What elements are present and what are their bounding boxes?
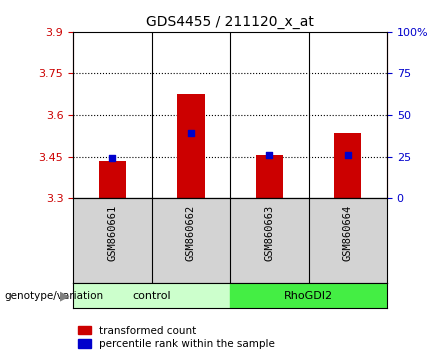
Text: RhoGDI2: RhoGDI2 xyxy=(284,291,333,301)
Point xyxy=(344,153,351,158)
Bar xyxy=(73,283,230,308)
Bar xyxy=(98,161,126,198)
Title: GDS4455 / 211120_x_at: GDS4455 / 211120_x_at xyxy=(146,16,314,29)
Bar xyxy=(177,94,205,198)
Text: GSM860661: GSM860661 xyxy=(108,205,117,261)
Bar xyxy=(334,133,362,198)
Bar xyxy=(255,155,283,198)
Legend: transformed count, percentile rank within the sample: transformed count, percentile rank withi… xyxy=(78,326,275,349)
Bar xyxy=(230,283,387,308)
Text: GSM860662: GSM860662 xyxy=(186,205,196,261)
Text: GSM860663: GSM860663 xyxy=(264,205,274,261)
Point xyxy=(266,153,273,158)
Point xyxy=(187,130,194,136)
Text: control: control xyxy=(132,291,171,301)
Text: GSM860664: GSM860664 xyxy=(343,205,353,261)
Text: ▶: ▶ xyxy=(60,289,69,302)
Point xyxy=(109,155,116,161)
Text: genotype/variation: genotype/variation xyxy=(4,291,104,301)
